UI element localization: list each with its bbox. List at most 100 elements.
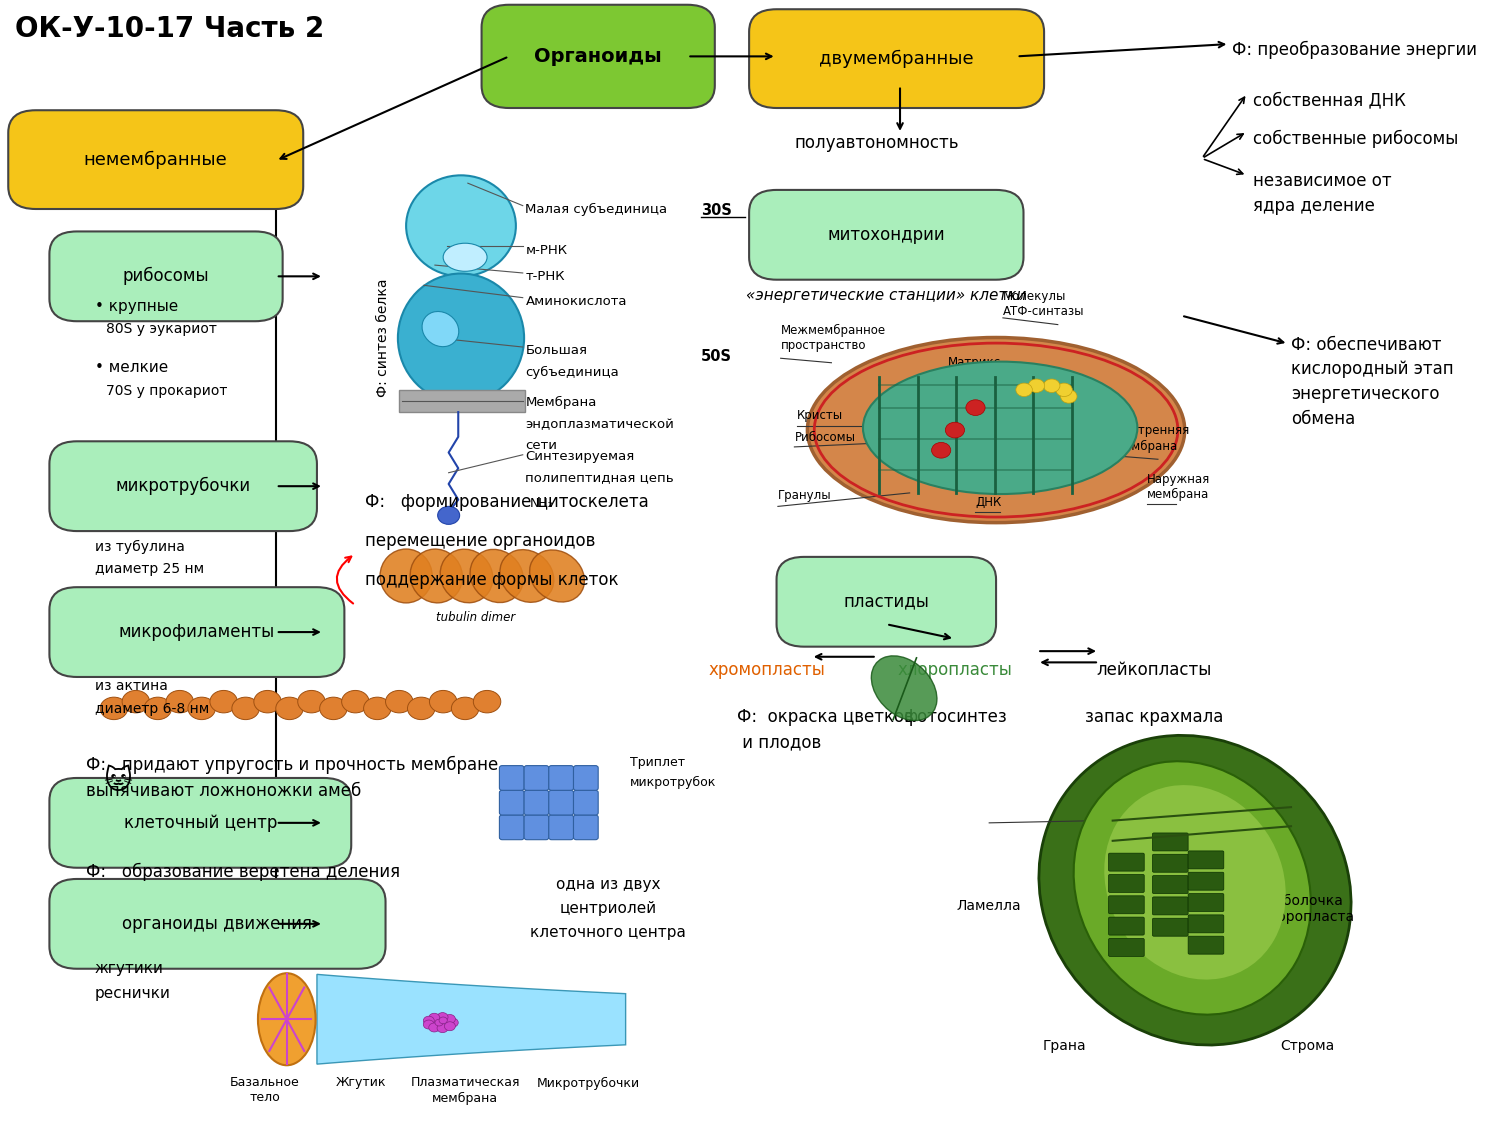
FancyBboxPatch shape — [500, 814, 523, 839]
Ellipse shape — [1104, 785, 1286, 980]
Circle shape — [122, 691, 150, 713]
Text: 30S: 30S — [700, 204, 732, 218]
Circle shape — [932, 442, 951, 458]
Ellipse shape — [258, 973, 315, 1065]
Text: • крупные: • крупные — [94, 299, 178, 314]
Circle shape — [386, 691, 412, 713]
FancyBboxPatch shape — [524, 790, 549, 814]
FancyBboxPatch shape — [1108, 917, 1144, 935]
Text: Наружная
мембрана: Наружная мембрана — [1148, 472, 1210, 501]
Circle shape — [408, 698, 435, 720]
Ellipse shape — [470, 549, 524, 603]
Text: Ф: синтез белка: Ф: синтез белка — [376, 279, 390, 397]
FancyBboxPatch shape — [1188, 850, 1224, 868]
Circle shape — [166, 691, 194, 713]
Circle shape — [945, 422, 964, 438]
Text: Ф:   образование веретена деления: Ф: образование веретена деления — [87, 863, 401, 882]
FancyBboxPatch shape — [1108, 896, 1144, 914]
Text: Мембрана: Мембрана — [525, 396, 597, 410]
Text: Триплет: Триплет — [630, 756, 686, 768]
Text: хромопласты: хромопласты — [708, 662, 825, 680]
Text: Межмембранное
пространство: Межмембранное пространство — [780, 323, 886, 351]
FancyBboxPatch shape — [573, 766, 598, 790]
Text: NH₂: NH₂ — [530, 497, 554, 511]
FancyBboxPatch shape — [8, 110, 303, 209]
FancyBboxPatch shape — [524, 814, 549, 839]
Text: перемещение органоидов: перемещение органоидов — [364, 532, 596, 550]
FancyBboxPatch shape — [1188, 872, 1224, 890]
FancyBboxPatch shape — [50, 879, 386, 969]
Text: Ф: преобразование энергии: Ф: преобразование энергии — [1232, 40, 1478, 58]
Circle shape — [474, 691, 501, 713]
Text: Малая субъединица: Малая субъединица — [525, 204, 668, 216]
Text: Аминокислота: Аминокислота — [525, 296, 627, 308]
Circle shape — [429, 1023, 439, 1032]
FancyBboxPatch shape — [1188, 915, 1224, 933]
Ellipse shape — [380, 549, 432, 603]
FancyBboxPatch shape — [50, 232, 282, 322]
Text: 🐱: 🐱 — [104, 767, 132, 795]
Ellipse shape — [398, 273, 524, 403]
Text: одна из двух: одна из двух — [555, 876, 660, 892]
Text: полуавтономность: полуавтономность — [795, 134, 958, 152]
Circle shape — [188, 698, 216, 720]
Text: Гранулы: Гранулы — [778, 489, 831, 502]
Text: пластиды: пластиды — [843, 593, 928, 611]
Text: независимое от: независимое от — [1252, 172, 1390, 190]
Text: из актина: из актина — [94, 680, 168, 693]
Circle shape — [423, 1016, 435, 1025]
Text: Внутренняя
мембрана: Внутренняя мембрана — [1116, 424, 1190, 452]
Text: «энергетические станции» клетки: «энергетические станции» клетки — [746, 288, 1026, 303]
FancyBboxPatch shape — [1152, 897, 1188, 915]
Ellipse shape — [440, 549, 494, 603]
Text: Плазматическая
мембрана: Плазматическая мембрана — [411, 1077, 520, 1105]
Text: микротрубочки: микротрубочки — [116, 477, 251, 495]
Ellipse shape — [410, 549, 462, 603]
Text: Кристы: Кристы — [796, 410, 843, 422]
FancyBboxPatch shape — [573, 790, 598, 814]
FancyBboxPatch shape — [1108, 938, 1144, 956]
Text: диаметр 6-8 нм: диаметр 6-8 нм — [94, 702, 208, 716]
Text: выпячивают ложноножки амеб: выпячивают ложноножки амеб — [87, 783, 362, 801]
FancyBboxPatch shape — [573, 814, 598, 839]
FancyBboxPatch shape — [50, 778, 351, 867]
Circle shape — [436, 1024, 448, 1033]
Text: сети: сети — [525, 439, 558, 452]
Text: диаметр 25 нм: диаметр 25 нм — [94, 562, 204, 576]
Text: Микротрубочки: Микротрубочки — [537, 1077, 640, 1089]
FancyBboxPatch shape — [1108, 874, 1144, 892]
Circle shape — [1016, 384, 1032, 396]
Text: полипептидная цепь: полипептидная цепь — [525, 471, 674, 485]
FancyBboxPatch shape — [549, 790, 573, 814]
Text: митохондрии: митохондрии — [828, 226, 945, 244]
Text: клеточный центр: клеточный центр — [123, 813, 278, 831]
Text: Базальное
тело: Базальное тело — [230, 1077, 300, 1105]
Text: и плодов: и плодов — [736, 734, 821, 752]
Circle shape — [276, 698, 303, 720]
Ellipse shape — [871, 656, 938, 720]
Text: органоиды движения: органоиды движения — [123, 915, 312, 933]
Circle shape — [447, 1018, 459, 1027]
Text: хлоропласты: хлоропласты — [897, 662, 1013, 680]
Ellipse shape — [1074, 762, 1311, 1015]
Text: м-РНК: м-РНК — [525, 244, 567, 256]
Text: • мелкие: • мелкие — [94, 360, 168, 376]
Circle shape — [429, 691, 457, 713]
Ellipse shape — [422, 312, 459, 346]
Text: ДНК: ДНК — [975, 496, 1002, 508]
Circle shape — [363, 698, 392, 720]
Text: центриолей: центриолей — [560, 901, 657, 917]
Text: рибосомы: рибосомы — [123, 268, 210, 286]
Text: жгутики: жгутики — [94, 961, 164, 975]
Text: энергетического: энергетического — [1292, 385, 1440, 403]
Circle shape — [423, 1020, 435, 1029]
Text: лейкопласты: лейкопласты — [1096, 662, 1212, 680]
Ellipse shape — [807, 338, 1185, 523]
Text: Тилакоид: Тилакоид — [1116, 899, 1186, 914]
Text: Жгутик: Жгутик — [336, 1077, 386, 1089]
FancyBboxPatch shape — [524, 766, 549, 790]
Circle shape — [440, 1017, 447, 1024]
Circle shape — [320, 698, 346, 720]
Ellipse shape — [500, 550, 554, 602]
Text: Рибосомы: Рибосомы — [795, 431, 855, 443]
